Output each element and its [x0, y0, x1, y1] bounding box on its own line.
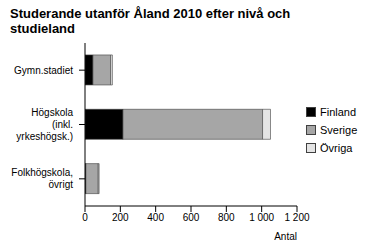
- html-text:Finland: Finland: [320, 106, 357, 118]
- svg-text:800: 800: [218, 212, 235, 223]
- html-text:Övriga: Övriga: [320, 142, 353, 154]
- html-text:Studerande utanför Åland 2010: Studerande utanför Åland 2010 efter nivå…: [10, 6, 291, 36]
- svg-text:1 200: 1 200: [284, 212, 309, 223]
- svg-text:200: 200: [112, 212, 129, 223]
- svg-text:400: 400: [147, 212, 164, 223]
- svg-text:1 000: 1 000: [249, 212, 274, 223]
- svg-text:Antal: Antal: [274, 231, 297, 242]
- svg-text:0: 0: [82, 212, 88, 223]
- svg-text:Folkhögskola,övrigt: Folkhögskola,övrigt: [11, 167, 73, 190]
- svg-text:Högskola(inkl.yrkeshögsk.): Högskola(inkl.yrkeshögsk.): [16, 107, 73, 142]
- svg-text:600: 600: [183, 212, 200, 223]
- svg-text:Gymn.stadiet: Gymn.stadiet: [14, 65, 73, 76]
- html-text:Sverige: Sverige: [320, 124, 358, 136]
